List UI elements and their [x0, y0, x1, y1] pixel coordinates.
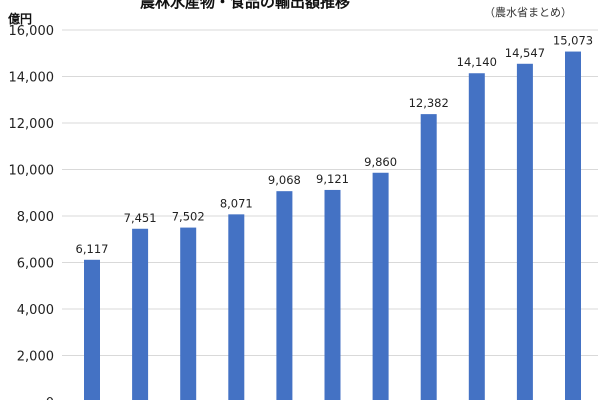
- y-tick-label: 14,000: [9, 71, 55, 86]
- y-tick-label: 16,000: [9, 24, 55, 39]
- bar-data-label: 7,451: [124, 211, 157, 225]
- bar: [180, 227, 197, 400]
- bar-data-label: 14,547: [505, 46, 545, 60]
- bar: [372, 172, 389, 400]
- bar: [324, 189, 341, 400]
- chart-title: 農林水産物・食品の輸出額推移: [140, 0, 351, 11]
- bar-data-label: 9,121: [316, 172, 349, 186]
- bar-data-label: 15,073: [553, 34, 593, 48]
- y-tick-label: 8,000: [17, 210, 54, 225]
- bar: [420, 114, 437, 400]
- data-labels: 6,117 7,451 7,502 8,071 9,068 9,121 9,860 12,38…: [76, 34, 594, 256]
- y-tick-label: 4,000: [17, 303, 54, 318]
- bar: [516, 63, 533, 400]
- bar-data-label: 8,071: [220, 196, 253, 210]
- bar-data-label: 9,860: [364, 155, 397, 169]
- bar-data-label: 14,140: [457, 55, 497, 69]
- bar-data-label: 7,502: [172, 210, 205, 224]
- bar: [468, 73, 485, 400]
- y-tick-label: 12,000: [9, 117, 55, 132]
- chart-source-note: （農水省まとめ）: [484, 6, 572, 19]
- bar: [132, 228, 149, 400]
- bar-data-label: 12,382: [409, 96, 449, 110]
- y-tick-label: 10,000: [9, 164, 55, 179]
- bar-data-label: 9,068: [268, 173, 301, 187]
- bar-data-label: 6,117: [76, 242, 109, 256]
- bar: [228, 214, 245, 400]
- y-tick-label: 2,000: [17, 350, 54, 365]
- bar-series: [84, 51, 581, 400]
- y-axis-tick-labels: 0 2,000 4,000 6,000 8,000 10,000 12,000 14,000 1…: [9, 24, 55, 400]
- y-tick-label: 6,000: [17, 257, 54, 272]
- bar: [565, 51, 581, 400]
- bar: [276, 191, 293, 400]
- y-tick-label: 0: [46, 396, 54, 400]
- bar: [84, 259, 100, 400]
- y-axis-unit-label: 億円: [8, 12, 33, 26]
